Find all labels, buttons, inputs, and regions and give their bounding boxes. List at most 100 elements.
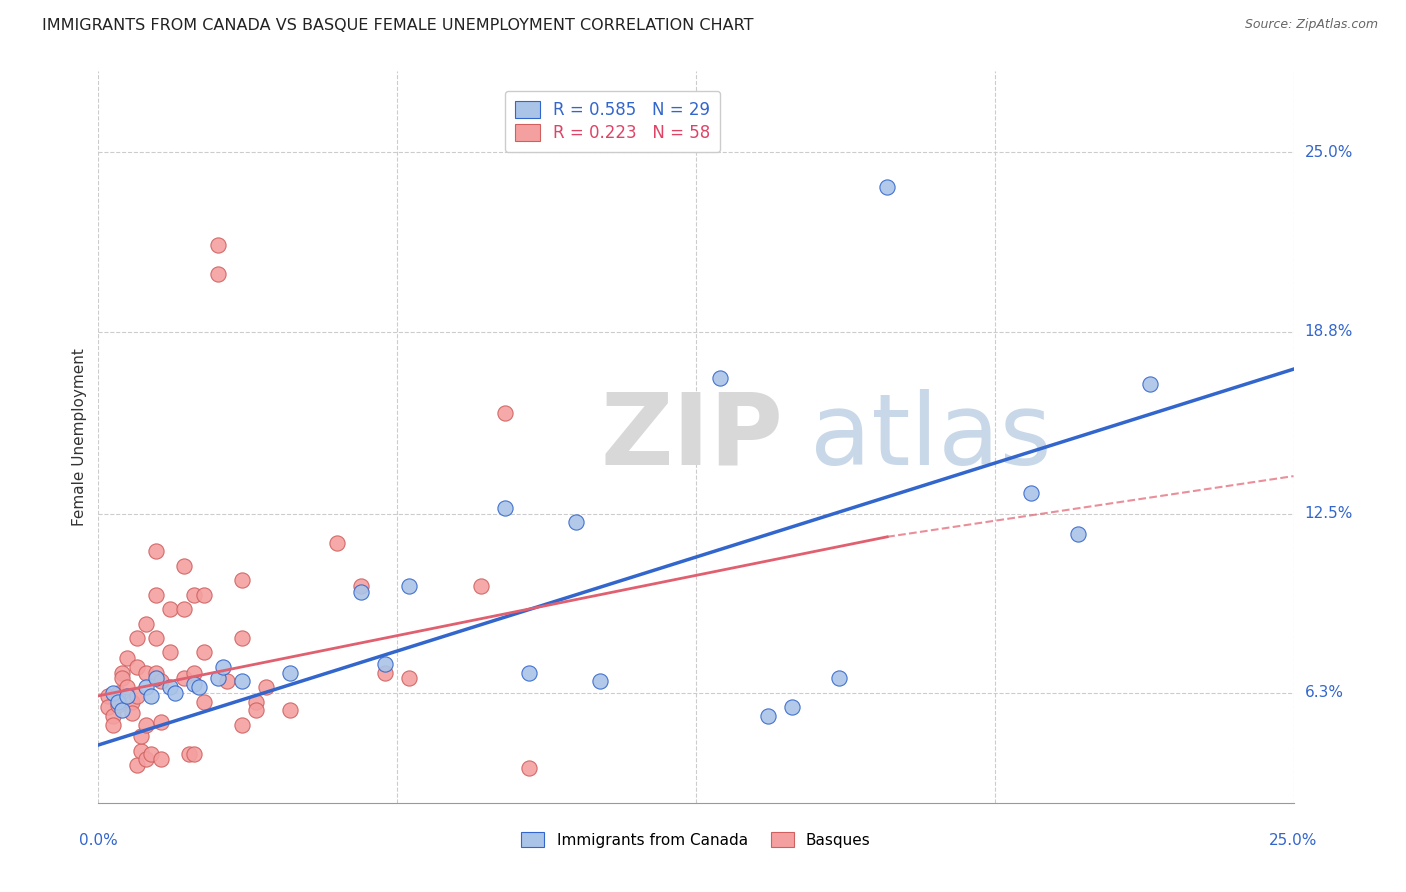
Point: [278, 703, 301, 717]
Point: [183, 677, 205, 691]
Point: [193, 695, 215, 709]
Point: [149, 674, 172, 689]
Point: [111, 665, 134, 680]
Text: 6.3%: 6.3%: [1305, 685, 1344, 700]
Point: [173, 558, 195, 573]
Point: [756, 709, 779, 723]
Text: 25.0%: 25.0%: [1270, 833, 1317, 848]
Point: [97, 689, 120, 703]
Point: [145, 672, 167, 686]
Point: [217, 674, 239, 689]
Point: [494, 405, 516, 419]
Point: [278, 665, 301, 680]
Point: [115, 651, 138, 665]
Point: [1067, 527, 1090, 541]
Point: [565, 516, 588, 530]
Point: [107, 686, 129, 700]
Point: [211, 660, 233, 674]
Text: 25.0%: 25.0%: [1305, 145, 1353, 160]
Point: [187, 680, 209, 694]
Point: [179, 747, 201, 761]
Point: [135, 752, 157, 766]
Point: [350, 579, 373, 593]
Point: [231, 717, 253, 731]
Point: [183, 588, 205, 602]
Point: [350, 584, 373, 599]
Point: [709, 371, 731, 385]
Point: [517, 665, 540, 680]
Text: IMMIGRANTS FROM CANADA VS BASQUE FEMALE UNEMPLOYMENT CORRELATION CHART: IMMIGRANTS FROM CANADA VS BASQUE FEMALE …: [42, 18, 754, 33]
Point: [125, 758, 148, 772]
Text: 12.5%: 12.5%: [1305, 506, 1353, 521]
Point: [145, 631, 167, 645]
Point: [149, 752, 172, 766]
Point: [398, 672, 420, 686]
Point: [107, 695, 129, 709]
Point: [1139, 376, 1161, 391]
Point: [135, 717, 157, 731]
Point: [193, 645, 215, 659]
Text: ZIP: ZIP: [600, 389, 783, 485]
Point: [589, 674, 612, 689]
Point: [245, 703, 267, 717]
Point: [139, 689, 162, 703]
Text: 18.8%: 18.8%: [1305, 324, 1353, 339]
Point: [173, 672, 195, 686]
Point: [97, 700, 120, 714]
Point: [517, 761, 540, 775]
Point: [231, 631, 253, 645]
Point: [183, 747, 205, 761]
Point: [780, 700, 803, 714]
Point: [207, 237, 229, 252]
Point: [254, 680, 277, 694]
Point: [828, 672, 851, 686]
Legend: Immigrants from Canada, Basques: Immigrants from Canada, Basques: [516, 825, 876, 854]
Point: [139, 747, 162, 761]
Point: [115, 680, 138, 694]
Point: [245, 695, 267, 709]
Text: 0.0%: 0.0%: [79, 833, 118, 848]
Point: [207, 672, 229, 686]
Point: [231, 573, 253, 587]
Point: [494, 500, 516, 515]
Text: Source: ZipAtlas.com: Source: ZipAtlas.com: [1244, 18, 1378, 31]
Point: [231, 674, 253, 689]
Text: atlas: atlas: [810, 389, 1052, 485]
Point: [115, 689, 138, 703]
Point: [135, 665, 157, 680]
Point: [135, 616, 157, 631]
Point: [145, 588, 167, 602]
Point: [121, 695, 143, 709]
Point: [183, 665, 205, 680]
Point: [135, 680, 157, 694]
Point: [107, 698, 129, 712]
Point: [326, 535, 349, 549]
Point: [159, 602, 181, 616]
Point: [173, 602, 195, 616]
Point: [101, 717, 124, 731]
Point: [470, 579, 492, 593]
Point: [145, 665, 167, 680]
Point: [207, 267, 229, 281]
Point: [876, 180, 898, 194]
Point: [121, 706, 143, 721]
Point: [374, 665, 396, 680]
Point: [131, 744, 153, 758]
Point: [125, 689, 148, 703]
Point: [111, 672, 134, 686]
Point: [125, 631, 148, 645]
Point: [398, 579, 420, 593]
Point: [125, 660, 148, 674]
Point: [101, 709, 124, 723]
Point: [1019, 486, 1042, 500]
Point: [159, 645, 181, 659]
Point: [111, 703, 134, 717]
Point: [163, 686, 186, 700]
Point: [131, 729, 153, 743]
Point: [101, 686, 124, 700]
Point: [159, 680, 181, 694]
Point: [145, 544, 167, 558]
Point: [193, 588, 215, 602]
Y-axis label: Female Unemployment: Female Unemployment: [72, 348, 87, 526]
Point: [149, 714, 172, 729]
